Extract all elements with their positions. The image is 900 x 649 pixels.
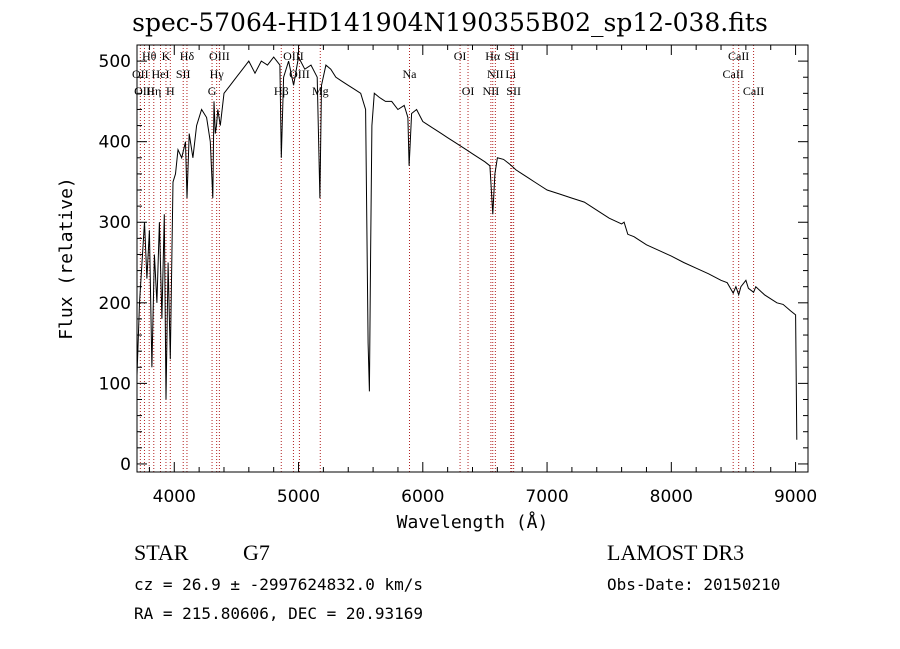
line-id-label: Hβ (274, 84, 289, 98)
y-axis-label: Flux (relative) (56, 177, 77, 340)
coordinates-text: RA = 215.80606, DEC = 20.93169 (134, 604, 423, 623)
line-id-label: Hθ (142, 49, 157, 63)
spectrum-line (136, 55, 798, 440)
axis-ticks: 4000 5000 6000 7000 8000 9000 0 100 200 300 400 500 (99, 45, 817, 507)
line-id-label: K (162, 49, 171, 63)
plot-frame (136, 44, 809, 473)
y-tick-label: 500 (99, 52, 131, 72)
redshift-text: cz = 26.9 ± -2997624832.0 km/s (134, 575, 423, 594)
line-id-label: Hα (485, 49, 501, 63)
line-id-label: OIII (289, 67, 310, 81)
y-tick-label: 400 (99, 133, 131, 153)
line-id-label: Li (505, 67, 516, 81)
line-id-label: SII (176, 67, 191, 81)
line-id-label: Na (403, 67, 418, 81)
object-class: STAR (134, 540, 189, 565)
line-id-label: OIII (134, 84, 155, 98)
line-id-label: OIII (209, 49, 230, 63)
x-tick-label: 5000 (277, 487, 320, 507)
y-tick-label: 100 (99, 374, 131, 394)
obs-date: Obs-Date: 20150210 (607, 575, 781, 594)
x-axis-label: Wavelength (Å) (397, 511, 549, 533)
line-id-label: OI (462, 84, 475, 98)
line-id-label: SII (506, 84, 521, 98)
x-tick-label: 6000 (401, 487, 444, 507)
line-id-label: OII (132, 67, 149, 81)
line-id-label: NII (487, 67, 504, 81)
line-id-label: OI (454, 49, 467, 63)
line-id-label: Hγ (210, 67, 225, 81)
x-tick-label: 8000 (650, 487, 693, 507)
survey-name: LAMOST DR3 (607, 540, 745, 565)
line-id-label: Hδ (180, 49, 195, 63)
line-id-label: CaII (743, 84, 764, 98)
line-id-label: HeI (151, 67, 169, 81)
y-tick-label: 200 (99, 294, 131, 314)
y-tick-label: 0 (120, 455, 131, 475)
y-tick-label: 300 (99, 213, 131, 233)
x-tick-label: 9000 (774, 487, 817, 507)
line-id-label: Hη (146, 84, 161, 98)
chart-title: spec-57064-HD141904N190355B02_sp12-038.f… (132, 8, 768, 37)
line-id-label: NII (483, 84, 500, 98)
x-tick-label: 7000 (525, 487, 568, 507)
line-id-label: CaII (728, 49, 749, 63)
line-id-label: CaII (723, 67, 744, 81)
object-subclass: G7 (243, 540, 270, 565)
x-tick-label: 4000 (153, 487, 196, 507)
line-id-label: Mg (312, 84, 329, 98)
line-id-markers (139, 45, 755, 472)
line-id-label: H (166, 84, 175, 98)
line-id-label: G (208, 84, 217, 98)
line-id-label: SII (504, 49, 519, 63)
